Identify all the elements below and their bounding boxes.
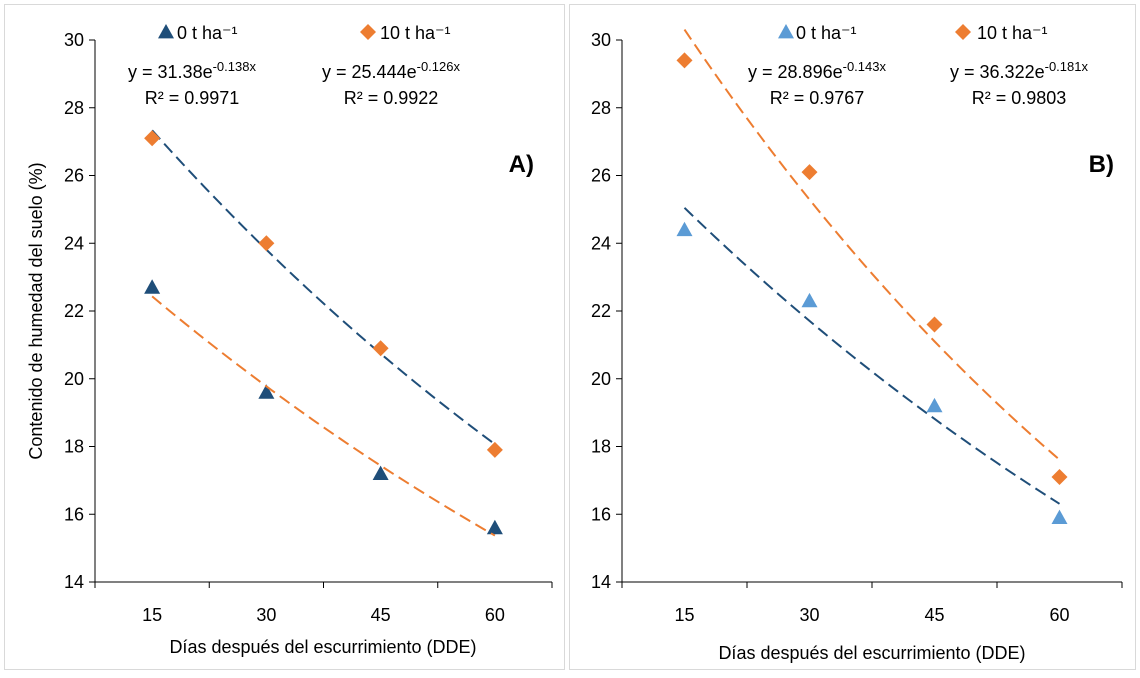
x-tick-label: 15 [142,605,162,625]
trendline-equation: y = 25.444e-0.126x [322,59,460,82]
chart-panel-b: 14 16 18 20 22 24 26 28 30 15 30 45 60 Días después d… [591,23,1123,663]
trendline-r2: R² = 0.9767 [770,88,865,108]
legend-marker [955,24,971,40]
y-tick-label: 14 [591,572,611,592]
x-tick-label: 60 [485,605,505,625]
trendline-r2: R² = 0.9971 [145,88,240,108]
y-tick-label: 20 [64,369,84,389]
y-tick-label: 28 [591,98,611,118]
data-point [144,130,161,147]
y-tick-label: 18 [591,437,611,457]
data-point [801,292,818,308]
y-tick-label: 30 [591,30,611,50]
legend-marker [360,24,376,40]
y-tick-label: 30 [64,30,84,50]
x-axis-title: Días después del escurrimiento (DDE) [718,643,1025,663]
y-tick-label: 20 [591,369,611,389]
data-point [1051,468,1068,485]
x-tick-label: 30 [799,605,819,625]
x-tick-label: 60 [1049,605,1069,625]
trendline-r2: R² = 0.9803 [972,88,1067,108]
data-point [372,465,389,480]
x-tick-label: 30 [256,605,276,625]
data-point [676,52,693,69]
data-point [258,235,275,252]
series-a-0: 0 t ha⁻¹ y = 31.38e-0.138x R² = 0.9971 [128,23,503,535]
legend-label: 10 t ha⁻¹ [380,23,451,43]
panel-label: A) [509,151,534,178]
y-axis-title: Contenido de humedad del suelo (%) [26,162,46,459]
trendline-equation: y = 28.896e-0.143x [748,59,886,82]
trendline [683,207,1061,505]
legend-marker [158,24,174,39]
chart-panel-a: 14 16 18 20 22 24 26 28 30 15 30 45 60 Días después d… [26,23,553,657]
legend-label: 0 t ha⁻¹ [796,23,857,43]
series-b-0: 0 t ha⁻¹ y = 28.896e-0.143x R² = 0.9767 [676,23,1068,525]
series-a-1: 10 t ha⁻¹ y = 25.444e-0.126x R² = 0.9922 [144,23,503,537]
x-tick-label: 45 [371,605,391,625]
y-tick-label: 14 [64,572,84,592]
y-tick-label: 24 [591,233,611,253]
data-point [486,441,503,458]
data-point [1051,509,1068,525]
trendline-r2: R² = 0.9922 [344,88,439,108]
legend-marker [778,24,794,39]
panel-label: B) [1089,151,1114,178]
y-tick-label: 16 [64,504,84,524]
y-tick-label: 22 [64,301,84,321]
data-point [801,164,818,181]
x-tick-label: 45 [924,605,944,625]
data-point [926,397,943,413]
trendline [683,28,1061,461]
data-point [372,340,389,357]
trendline-equation: y = 36.322e-0.181x [950,59,1088,82]
data-point [144,279,161,294]
legend-label: 0 t ha⁻¹ [177,23,238,43]
y-tick-label: 22 [591,301,611,321]
y-tick-label: 26 [591,166,611,186]
y-tick-label: 16 [591,504,611,524]
y-tick-label: 28 [64,98,84,118]
data-point [258,384,275,399]
data-point [926,316,943,333]
panel-b-frame [569,4,1136,670]
trendline-equation: y = 31.38e-0.138x [128,59,256,82]
x-tick-label: 15 [674,605,694,625]
trendline [151,295,496,537]
panel-a-frame [4,4,565,670]
trendline [151,129,496,445]
series-b-1: 10 t ha⁻¹ y = 36.322e-0.181x R² = 0.9803 [676,23,1088,485]
y-tick-label: 26 [64,166,84,186]
y-tick-label: 18 [64,437,84,457]
legend-label: 10 t ha⁻¹ [977,23,1048,43]
x-axis-title: Días después del escurrimiento (DDE) [169,637,476,657]
data-point [486,519,503,535]
y-tick-label: 24 [64,233,84,253]
data-point [676,221,693,237]
